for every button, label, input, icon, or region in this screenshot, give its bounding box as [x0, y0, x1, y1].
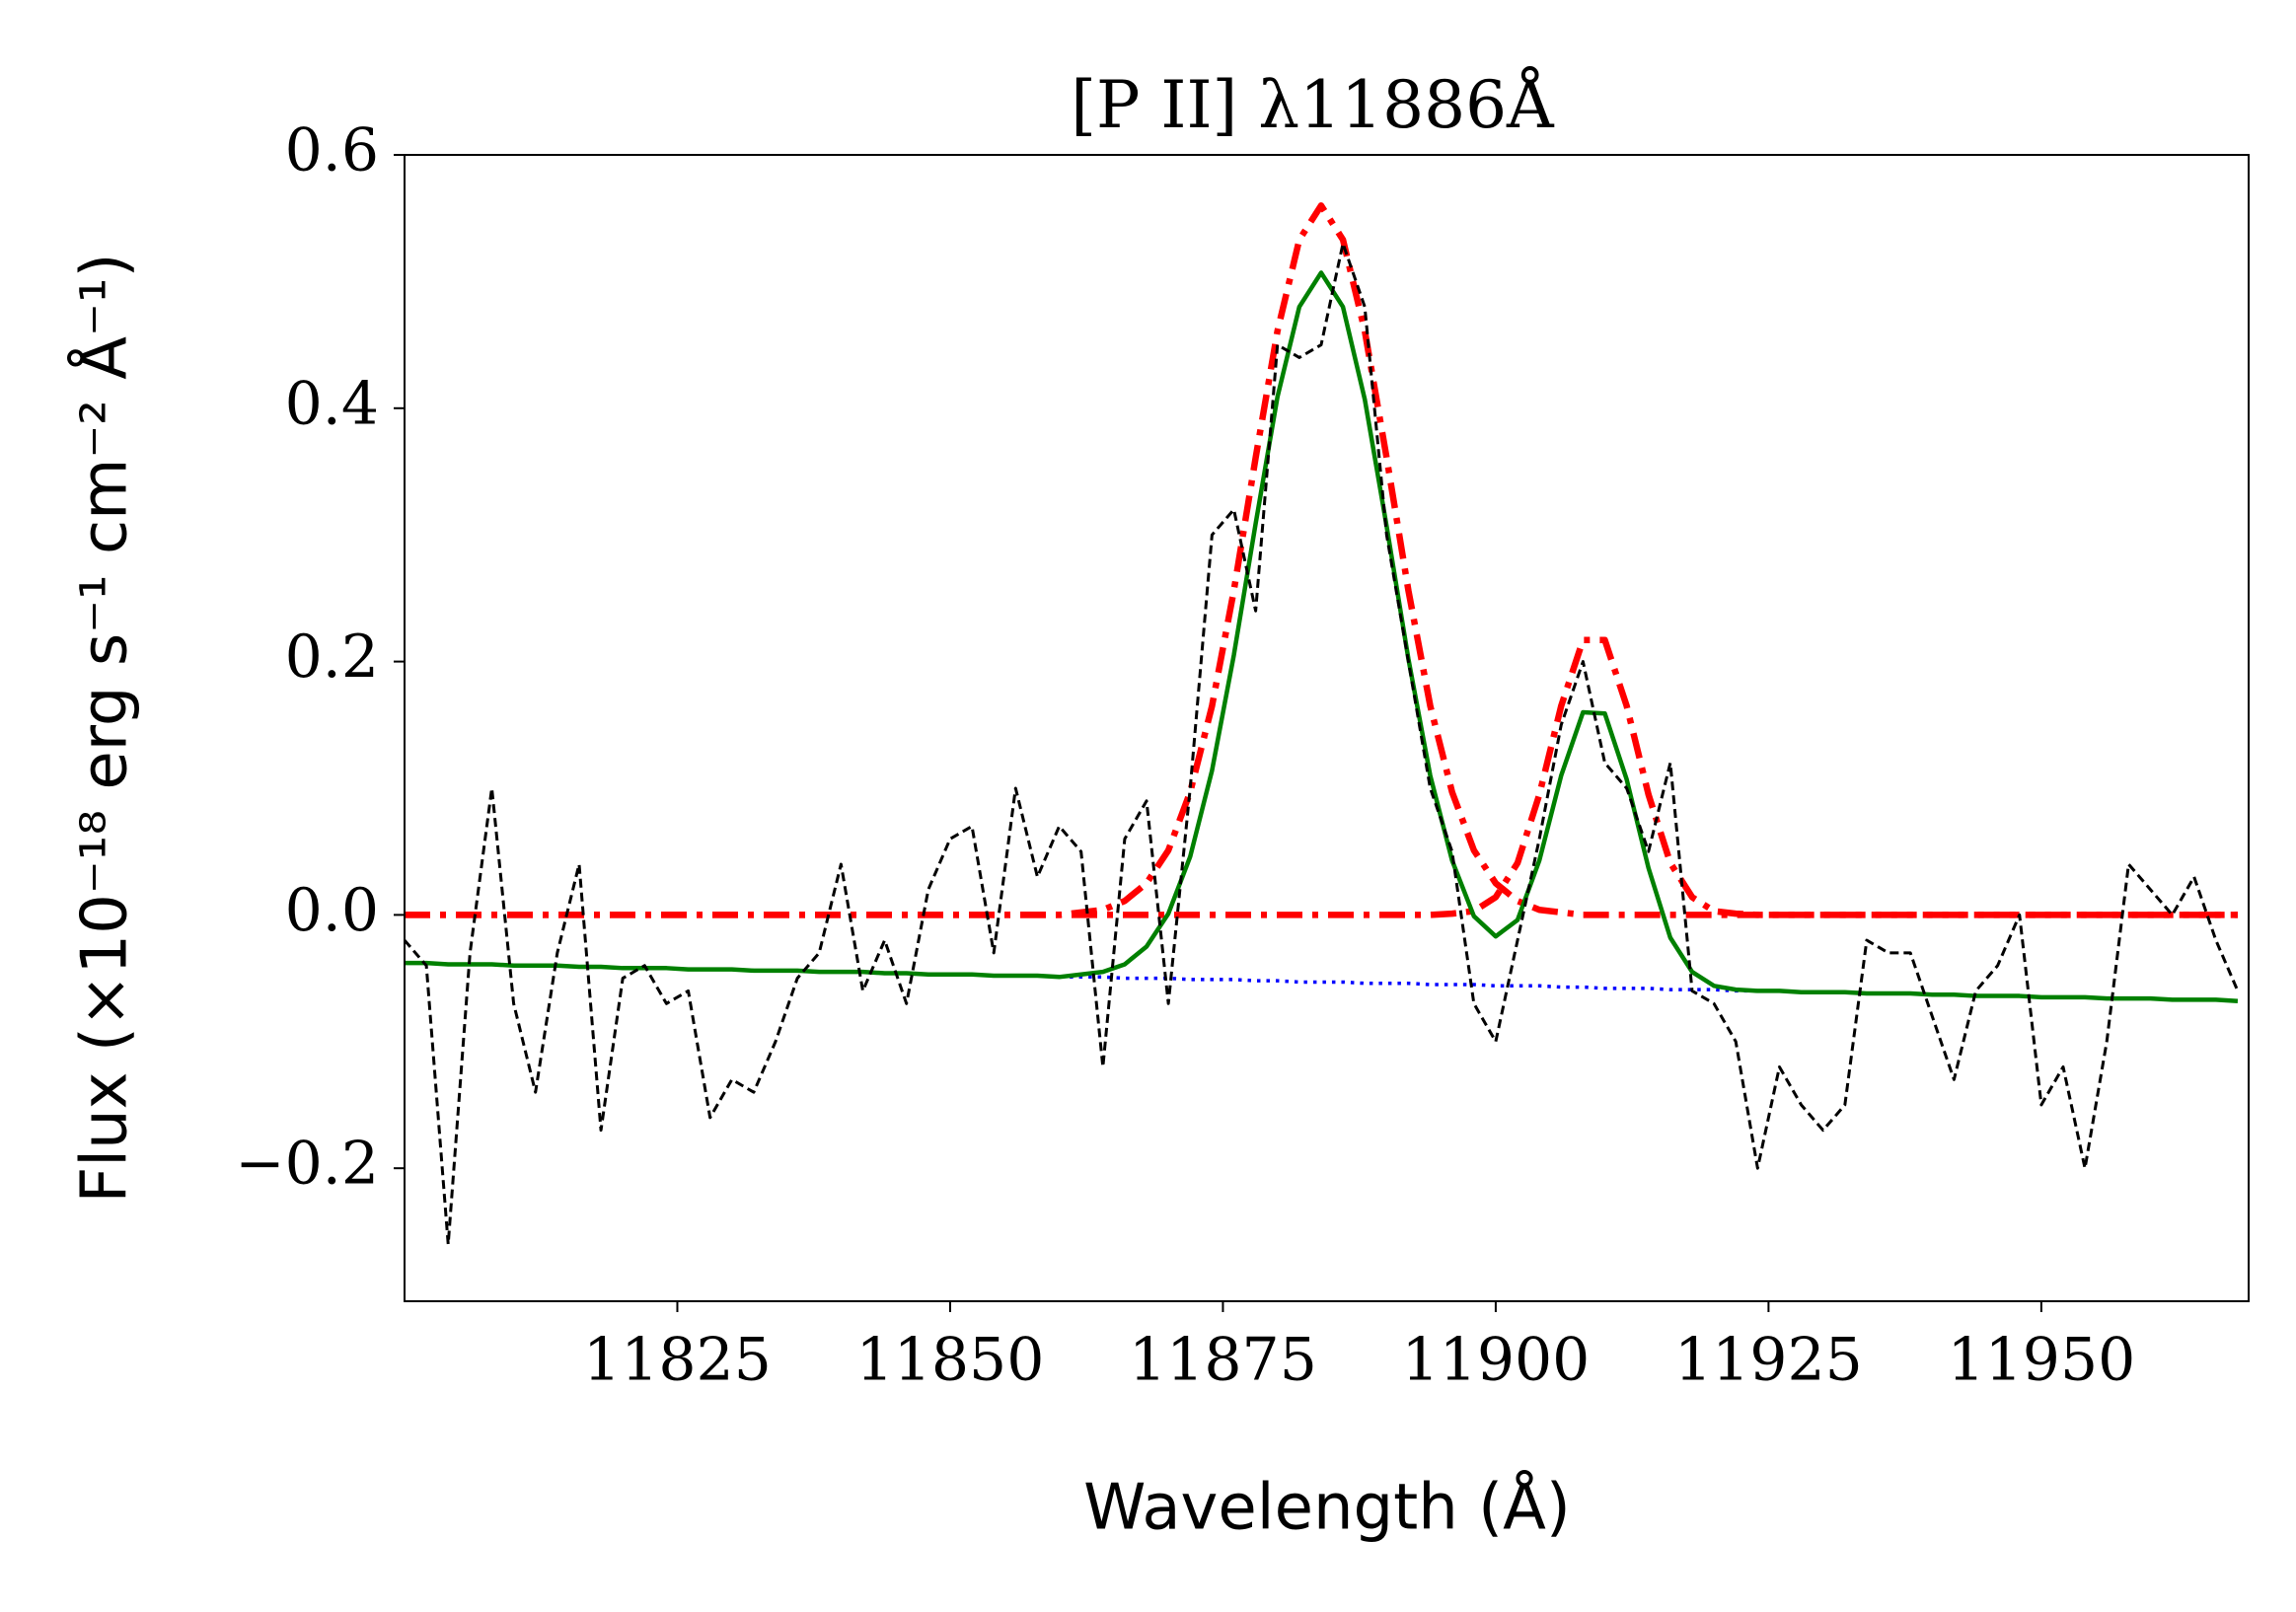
x-tick-label: 11950 [1947, 1326, 2135, 1395]
y-axis-label: Flux (×10⁻¹⁸ erg s⁻¹ cm⁻² Å⁻¹) [67, 254, 142, 1204]
chart-title: [P II] λ11886Å [1071, 67, 1555, 143]
series-line [405, 202, 2238, 918]
x-tick-label: 11850 [856, 1326, 1045, 1395]
x-tick-label: 11925 [1674, 1326, 1863, 1395]
x-axis-label: Wavelength (Å) [1083, 1470, 1571, 1545]
y-tick-label: 0.6 [285, 116, 379, 185]
plot-area [405, 202, 2240, 1246]
plot-frame [404, 154, 2250, 1302]
series-line [405, 242, 2240, 1246]
y-tick-label: −0.2 [235, 1130, 379, 1199]
x-tick-label: 11825 [583, 1326, 772, 1395]
y-tick-label: 0.2 [285, 623, 379, 692]
series-line [405, 270, 2239, 1003]
y-tick-label: 0.4 [285, 369, 379, 438]
series-line [405, 636, 2238, 918]
x-tick-label: 11900 [1401, 1326, 1590, 1395]
y-tick-label: 0.0 [285, 876, 379, 945]
x-tick-label: 11875 [1129, 1326, 1317, 1395]
